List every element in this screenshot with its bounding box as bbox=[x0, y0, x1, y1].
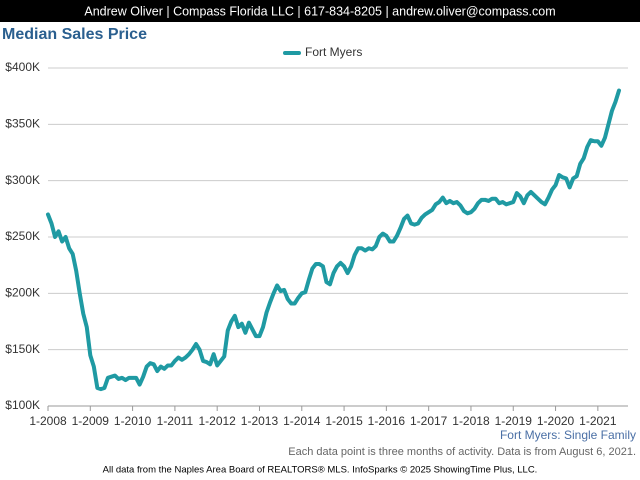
y-tick-label: $350K bbox=[5, 117, 40, 131]
x-tick-label: 1-2015 bbox=[325, 414, 363, 428]
x-tick-label: 1-2014 bbox=[283, 414, 321, 428]
y-tick-label: $250K bbox=[5, 229, 40, 243]
header-bar bbox=[0, 0, 640, 22]
y-tick-label: $300K bbox=[5, 173, 40, 187]
x-tick-label: 1-2016 bbox=[368, 414, 406, 428]
line bbox=[46, 88, 621, 392]
x-tick-label: 1-2010 bbox=[114, 414, 152, 428]
x-tick-label: 1-2009 bbox=[72, 414, 110, 428]
note: Each data point is three months of activ… bbox=[288, 446, 636, 458]
footer: All data from the Naples Area Board of R… bbox=[103, 465, 538, 476]
y-tick-label: $200K bbox=[5, 286, 40, 300]
x-tick-label: 1-2019 bbox=[495, 414, 533, 428]
legend-label: Fort Myers bbox=[305, 45, 362, 59]
header: Andrew Oliver | Compass Florida LLC | 61… bbox=[84, 4, 555, 18]
x-tick-label: 1-2020 bbox=[537, 414, 575, 428]
y-tick-label: $100K bbox=[5, 398, 40, 412]
y-tick-label: $150K bbox=[5, 342, 40, 356]
x-tick-label: 1-2021 bbox=[579, 414, 617, 428]
x-tick-label: 1-2008 bbox=[29, 414, 67, 428]
x-tick-label: 1-2018 bbox=[452, 414, 490, 428]
subtitle: Fort Myers: Single Family bbox=[500, 428, 636, 442]
chart-title: Median Sales Price bbox=[2, 26, 147, 43]
x-tick-label: 1-2012 bbox=[198, 414, 236, 428]
x-tick-label: 1-2017 bbox=[410, 414, 448, 428]
y-tick-label: $400K bbox=[5, 60, 40, 74]
x-tick-label: 1-2011 bbox=[157, 414, 194, 428]
x-tick-label: 1-2013 bbox=[241, 414, 279, 428]
